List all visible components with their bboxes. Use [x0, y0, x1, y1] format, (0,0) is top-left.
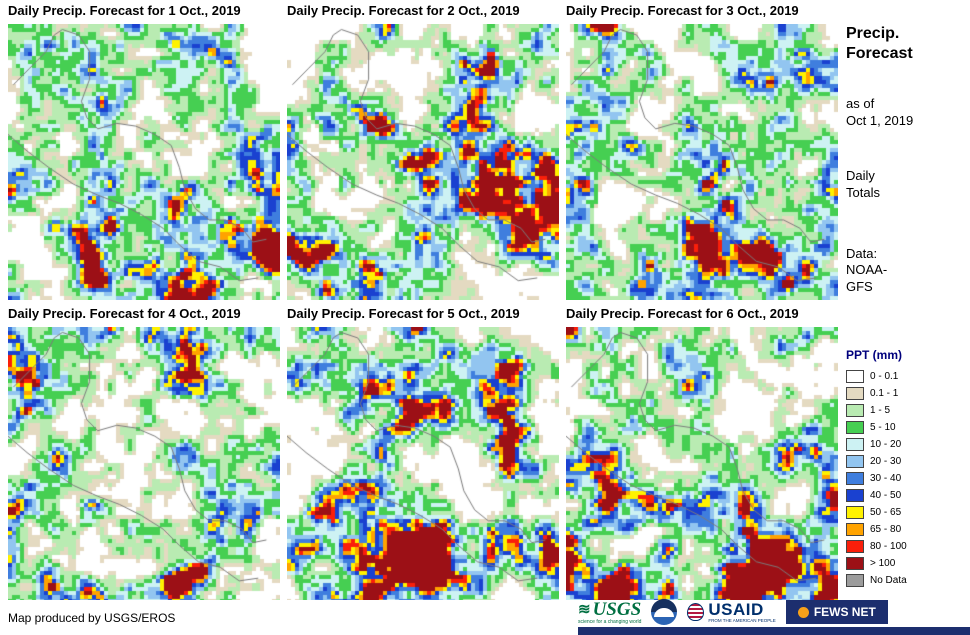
- legend-swatch: [846, 404, 864, 418]
- legend-swatch: [846, 472, 864, 486]
- usaid-wordmark: USAID FROM THE AMERICAN PEOPLE: [708, 601, 775, 624]
- legend-swatch: [846, 438, 864, 452]
- usgs-text: USGS: [592, 598, 642, 620]
- legend-label: 10 - 20: [870, 439, 902, 451]
- legend-swatch: [846, 540, 864, 554]
- legend-label: 40 - 50: [870, 490, 902, 502]
- footer-accent-bar: [578, 627, 970, 635]
- legend-item: 5 - 10: [846, 419, 964, 436]
- legend-item: 20 - 30: [846, 453, 964, 470]
- legend-item: > 100: [846, 555, 964, 572]
- as-of-label: as of: [846, 96, 875, 111]
- fewsnet-logo: FEWS NET: [785, 600, 888, 624]
- legend-item: No Data: [846, 572, 964, 589]
- totals-line: Totals: [846, 184, 880, 200]
- legend-swatch: [846, 455, 864, 469]
- map-title-3: Daily Precip. Forecast for 3 Oct., 2019: [566, 3, 799, 18]
- legend-swatch: [846, 421, 864, 435]
- legend-swatch: [846, 506, 864, 520]
- map-title-1: Daily Precip. Forecast for 1 Oct., 2019: [8, 3, 241, 18]
- precip-map-2: [287, 24, 559, 300]
- as-of-date: Oct 1, 2019: [846, 112, 914, 128]
- data-source-block: Data: NOAA- GFS: [846, 246, 964, 297]
- noaa-logo-icon: [651, 599, 678, 625]
- legend-label: 20 - 30: [870, 456, 902, 468]
- legend-swatch: [846, 574, 864, 588]
- legend-swatch: [846, 523, 864, 537]
- legend-label: No Data: [870, 575, 907, 587]
- legend-label: 1 - 5: [870, 405, 891, 417]
- legend-label: 65 - 80: [870, 524, 902, 536]
- legend-item: 30 - 40: [846, 470, 964, 487]
- usaid-shield-icon: [687, 603, 705, 621]
- data-source-line: GFS: [846, 279, 873, 295]
- legend-item: 0 - 0.1: [846, 368, 964, 385]
- usgs-wave-icon: ≋: [578, 600, 591, 618]
- map-title-5: Daily Precip. Forecast for 5 Oct., 2019: [287, 306, 520, 321]
- sidebar: Precip. Forecast as of Oct 1, 2019 Daily…: [846, 24, 964, 589]
- sidebar-title-line: Precip.: [846, 25, 900, 42]
- legend-label: 0 - 0.1: [870, 371, 899, 383]
- legend-swatch: [846, 387, 864, 401]
- usgs-wordmark: ≋ USGS: [578, 600, 641, 619]
- usaid-logo: USAID FROM THE AMERICAN PEOPLE: [687, 601, 776, 624]
- legend-item: 10 - 20: [846, 436, 964, 453]
- precip-map-1: [8, 24, 280, 300]
- legend-item: 0.1 - 1: [846, 385, 964, 402]
- usaid-text: USAID: [708, 599, 764, 619]
- legend-label: 80 - 100: [870, 541, 907, 553]
- logo-row: ≋ USGS science for a changing world USAI…: [578, 597, 888, 627]
- as-of-block: as of Oct 1, 2019: [846, 96, 964, 130]
- usaid-tagline: FROM THE AMERICAN PEOPLE: [708, 617, 776, 623]
- fewsnet-text: FEWS NET: [813, 605, 876, 619]
- legend-label: 50 - 65: [870, 507, 902, 519]
- sidebar-title: Precip. Forecast: [846, 24, 964, 64]
- legend-label: > 100: [870, 558, 896, 570]
- legend-label: 5 - 10: [870, 422, 896, 434]
- legend-item: 65 - 80: [846, 521, 964, 538]
- precip-map-3: [566, 24, 838, 300]
- legend: PPT (mm) 0 - 0.1 0.1 - 1 1 - 5 5 - 10 10…: [846, 348, 964, 589]
- fewsnet-globe-icon: [797, 606, 809, 618]
- precip-map-6: [566, 327, 838, 600]
- legend-label: 30 - 40: [870, 473, 902, 485]
- map-credit: Map produced by USGS/EROS: [8, 611, 176, 625]
- map-title-2: Daily Precip. Forecast for 2 Oct., 2019: [287, 3, 520, 18]
- totals-line: Daily: [846, 167, 875, 183]
- legend-swatch: [846, 370, 864, 384]
- legend-item: 1 - 5: [846, 402, 964, 419]
- map-title-4: Daily Precip. Forecast for 4 Oct., 2019: [8, 306, 241, 321]
- legend-title: PPT (mm): [846, 348, 903, 363]
- data-source-line: Data:: [846, 245, 878, 261]
- sidebar-title-line: Forecast: [846, 45, 913, 62]
- map-title-6: Daily Precip. Forecast for 6 Oct., 2019: [566, 306, 799, 321]
- legend-item: 50 - 65: [846, 504, 964, 521]
- precip-map-4: [8, 327, 280, 600]
- precip-map-5: [287, 327, 559, 600]
- data-source-line: NOAA-: [846, 262, 888, 278]
- legend-item: 80 - 100: [846, 538, 964, 555]
- usgs-logo: ≋ USGS science for a changing world: [578, 600, 641, 625]
- usgs-tagline: science for a changing world: [578, 618, 642, 625]
- legend-item: 40 - 50: [846, 487, 964, 504]
- daily-totals-block: Daily Totals: [846, 168, 964, 202]
- legend-swatch: [846, 489, 864, 503]
- legend-swatch: [846, 557, 864, 571]
- legend-label: 0.1 - 1: [870, 388, 899, 400]
